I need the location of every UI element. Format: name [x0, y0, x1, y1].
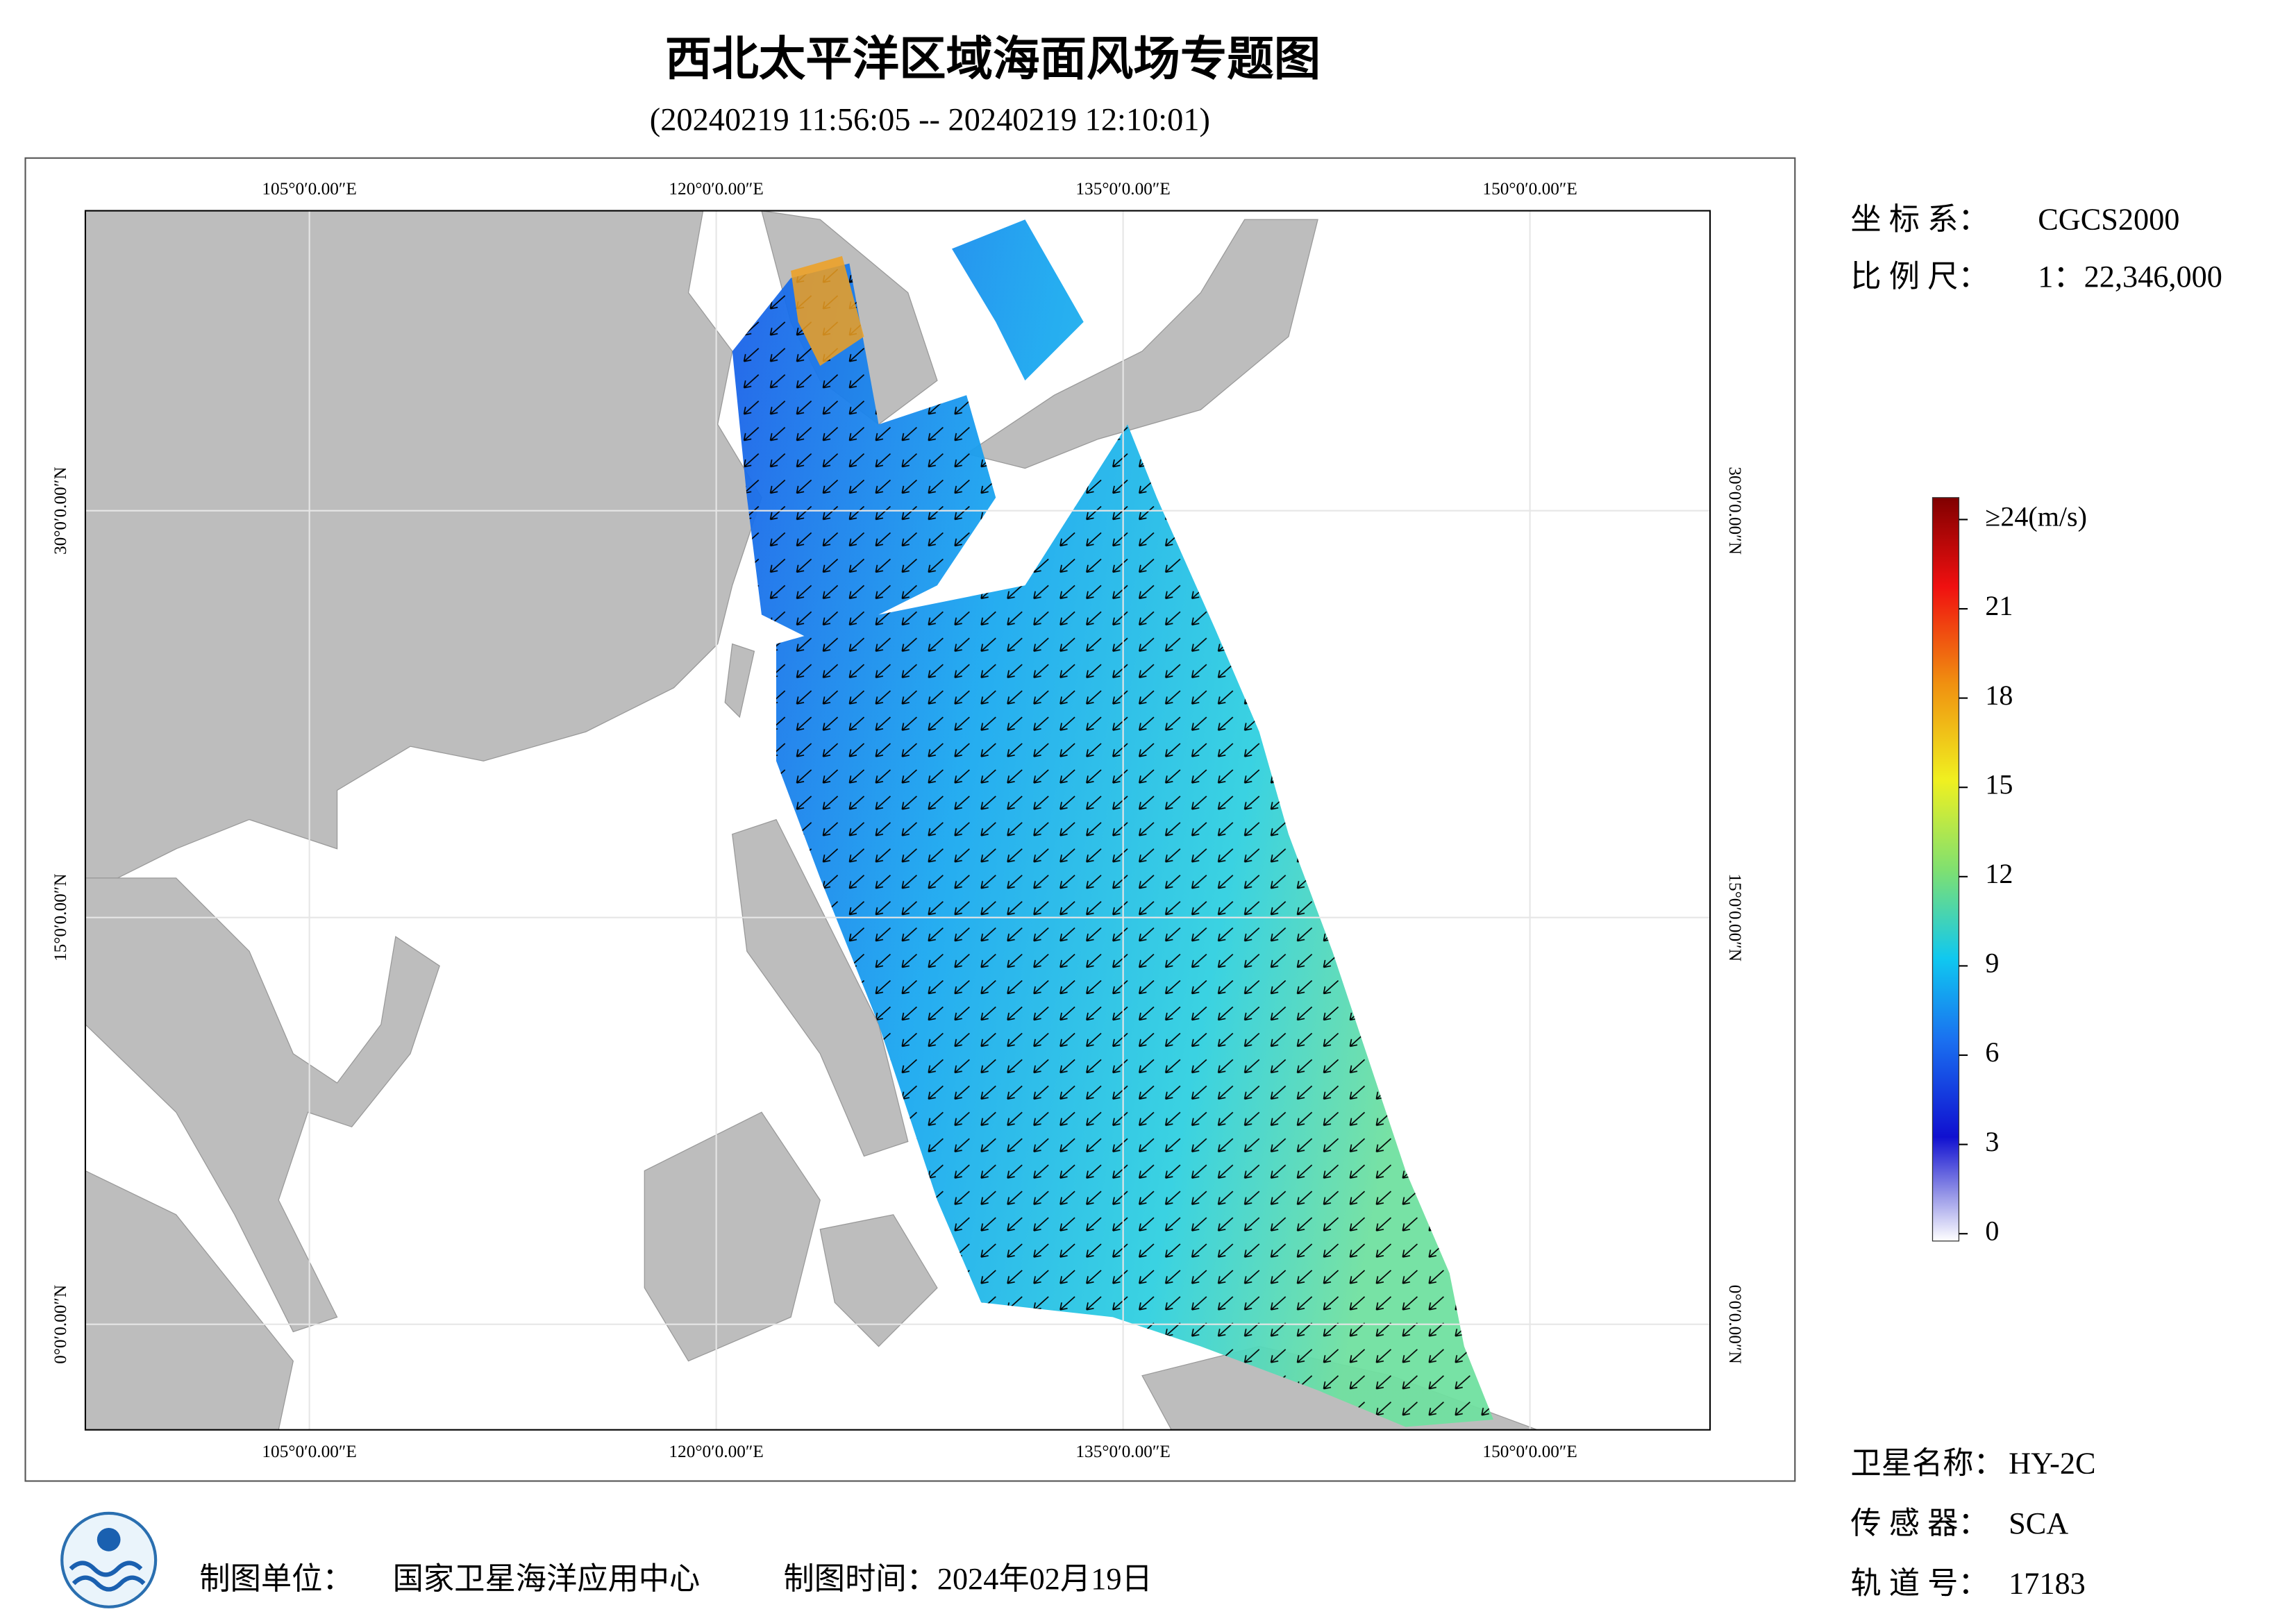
subtitle: (20240219 11:56:05 -- 20240219 12:10:01) — [650, 103, 1210, 138]
wind-swath — [732, 219, 1494, 1427]
colorbar — [1932, 497, 1960, 1242]
colorbar-label: 3 — [1985, 1126, 1999, 1157]
lat-label: 0°0′0.00″N — [51, 1285, 70, 1364]
info-panel: 坐 标 系： CGCS2000 比 例 尺： 1：22,346,000 卫星名称： HY-… — [1850, 203, 2222, 1601]
logo — [60, 1511, 158, 1608]
lon-label: 135°0′0.00″E — [1075, 179, 1170, 199]
info-value: CGCS2000 — [2038, 203, 2179, 237]
date: 制图时间：2024年02月19日 — [784, 1562, 1153, 1596]
info-key: 卫星名称： — [1850, 1447, 2004, 1481]
map-frame — [84, 210, 1711, 1431]
colorbar-label: 12 — [1985, 858, 2013, 889]
colorbar-label: 18 — [1985, 680, 2013, 711]
unit-label: 制图单位： — [199, 1562, 353, 1596]
graticule: 105°0′0.00″E 105°0′0.00″E 120°0′0.00″E 120°… — [51, 179, 1745, 1461]
info-value: SCA — [2009, 1506, 2068, 1540]
lat-label: 30°0′0.00″N — [1725, 466, 1745, 555]
colorbar-label: 21 — [1985, 590, 2013, 621]
colorbar-label: 9 — [1985, 948, 1999, 979]
colorbar-label: ≥24(m/s) — [1985, 501, 2087, 532]
lat-label: 15°0′0.00″N — [51, 873, 70, 961]
info-value: 1：22,346,000 — [2038, 260, 2222, 294]
lon-label: 135°0′0.00″E — [1075, 1442, 1170, 1461]
colorbar-label: 6 — [1985, 1036, 1999, 1068]
unit: 国家卫星海洋应用中心 — [393, 1562, 701, 1596]
lon-label: 105°0′0.00″E — [262, 1442, 356, 1461]
lat-label: 15°0′0.00″N — [1725, 873, 1745, 961]
info-key: 传 感 器： — [1850, 1506, 1988, 1540]
info-value: HY-2C — [2009, 1447, 2095, 1481]
title: 西北太平洋区域海面风场专题图 — [665, 33, 1321, 85]
colorbar-label: 15 — [1985, 768, 2013, 800]
lon-label: 150°0′0.00″E — [1482, 1442, 1577, 1461]
info-value: 17183 — [2009, 1566, 2086, 1600]
map-body — [85, 210, 1711, 1430]
info-key: 坐 标 系： — [1850, 203, 1988, 237]
lon-label: 105°0′0.00″E — [262, 179, 356, 199]
lat-label: 30°0′0.00″N — [51, 466, 70, 555]
lon-label: 120°0′0.00″E — [669, 1442, 763, 1461]
lat-label: 0°0′0.00″N — [1725, 1285, 1745, 1364]
colorbar-ticks: 0 3 6 9 12 15 18 21 ≥24(m/s) — [1959, 501, 2087, 1246]
colorbar-label: 0 — [1985, 1215, 1999, 1246]
lon-label: 150°0′0.00″E — [1482, 179, 1577, 199]
outer-frame — [24, 157, 1796, 1482]
info-key: 比 例 尺： — [1850, 260, 1988, 294]
lon-label: 120°0′0.00″E — [669, 179, 763, 199]
info-key: 轨 道 号： — [1850, 1566, 1988, 1600]
